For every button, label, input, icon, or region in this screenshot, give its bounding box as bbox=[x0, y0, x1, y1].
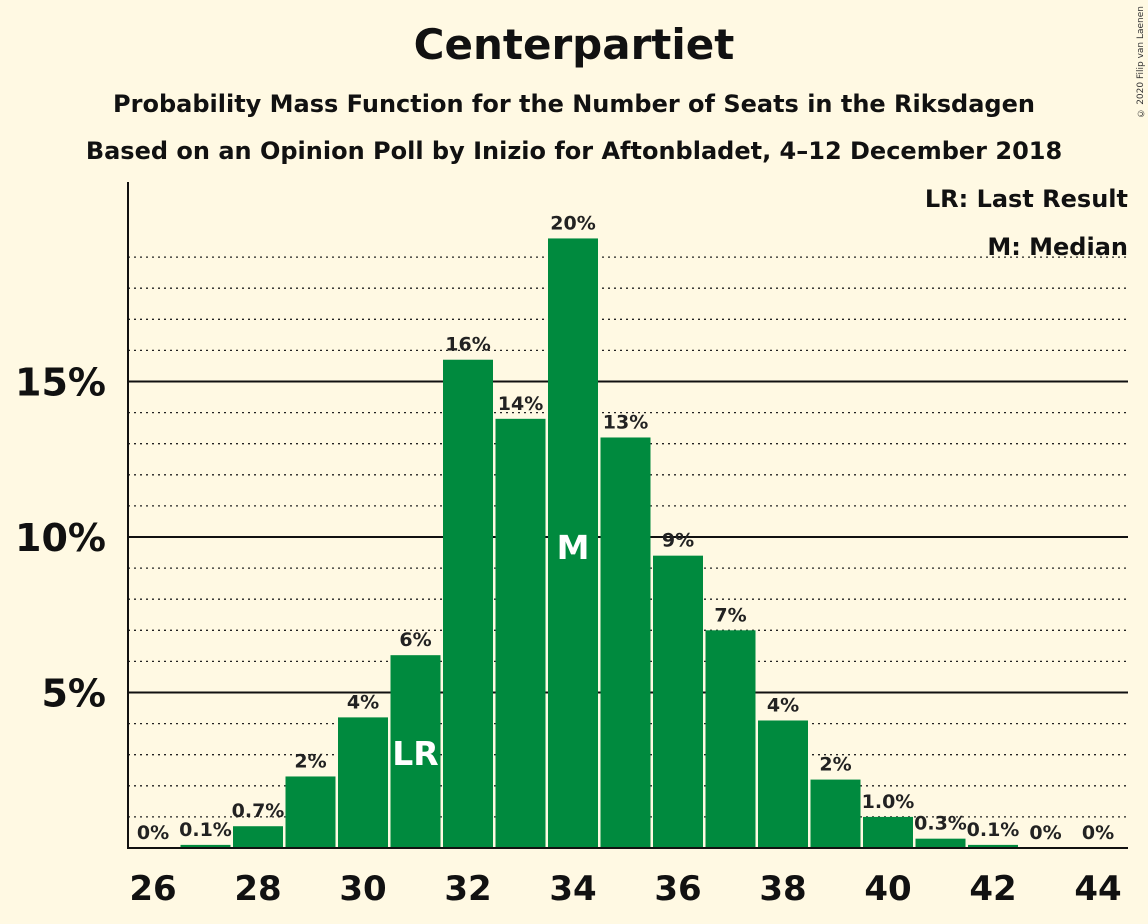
bar-value-label: 0.1% bbox=[179, 819, 232, 841]
bar bbox=[338, 717, 388, 848]
y-tick-label: 10% bbox=[15, 516, 106, 560]
x-tick-label: 42 bbox=[969, 869, 1016, 909]
bar bbox=[495, 418, 546, 848]
x-tick-label: 26 bbox=[129, 869, 176, 909]
bar-value-label: 20% bbox=[550, 212, 595, 234]
labels: 5%10%15%0% 0.1%0.7%2%4%6%LR16%14%20%M13%9… bbox=[15, 212, 1122, 909]
bar bbox=[285, 776, 336, 848]
bar-value-label: 9% bbox=[662, 530, 694, 552]
bar-value-label: 0% bbox=[137, 822, 169, 844]
chart-subtitle-poll: Based on an Opinion Poll by Inizio for A… bbox=[85, 137, 1063, 165]
x-tick-label: 38 bbox=[759, 869, 806, 909]
bar-value-label: 4% bbox=[347, 691, 379, 713]
bar-value-label: 0% bbox=[1029, 822, 1061, 844]
median-marker: M bbox=[557, 528, 590, 567]
bar bbox=[443, 359, 493, 848]
x-tick-label: 32 bbox=[444, 869, 491, 909]
bar bbox=[705, 630, 756, 848]
bar bbox=[548, 238, 598, 848]
bar-value-label: 4% bbox=[767, 694, 799, 716]
bar bbox=[758, 720, 808, 848]
bar-value-label: 6% bbox=[399, 629, 431, 651]
bar bbox=[233, 826, 283, 848]
bar-value-label: 13% bbox=[603, 411, 648, 433]
bar bbox=[968, 844, 1018, 848]
bar-value-label: 2% bbox=[294, 750, 326, 772]
y-tick-label: 15% bbox=[15, 361, 106, 405]
bar-value-label: 7% bbox=[714, 604, 746, 626]
last-result-marker: LR bbox=[392, 734, 438, 773]
bar bbox=[915, 838, 966, 848]
bar bbox=[600, 437, 651, 848]
x-tick-label: 28 bbox=[234, 869, 281, 909]
bar-value-label: 0% bbox=[1082, 822, 1114, 844]
bars bbox=[180, 238, 1018, 848]
bar bbox=[810, 779, 861, 848]
bar-value-label: 0.3% bbox=[914, 813, 967, 835]
axes bbox=[127, 182, 1128, 849]
bar bbox=[653, 555, 703, 848]
bar bbox=[390, 655, 441, 848]
chart-subtitle: Probability Mass Function for the Number… bbox=[113, 90, 1035, 118]
x-tick-label: 30 bbox=[339, 869, 386, 909]
x-tick-label: 36 bbox=[654, 869, 701, 909]
bar-value-label: 2% bbox=[819, 754, 851, 776]
x-tick-label: 40 bbox=[864, 869, 911, 909]
bar-value-label: 1.0% bbox=[862, 791, 915, 813]
bar-value-label: 16% bbox=[445, 334, 490, 356]
bar-value-label: 0.7% bbox=[232, 800, 285, 822]
x-tick-label: 44 bbox=[1074, 869, 1121, 909]
bar-value-label: 0.1% bbox=[967, 819, 1020, 841]
chart-title: Centerpartiet bbox=[413, 20, 735, 69]
bar bbox=[863, 816, 913, 848]
x-tick-label: 34 bbox=[549, 869, 596, 909]
legend-median: M: Median bbox=[987, 233, 1128, 261]
bar-value-label: 14% bbox=[498, 393, 543, 415]
bar bbox=[180, 844, 231, 848]
y-tick-label: 5% bbox=[41, 672, 106, 716]
legend-last-result: LR: Last Result bbox=[924, 185, 1128, 213]
